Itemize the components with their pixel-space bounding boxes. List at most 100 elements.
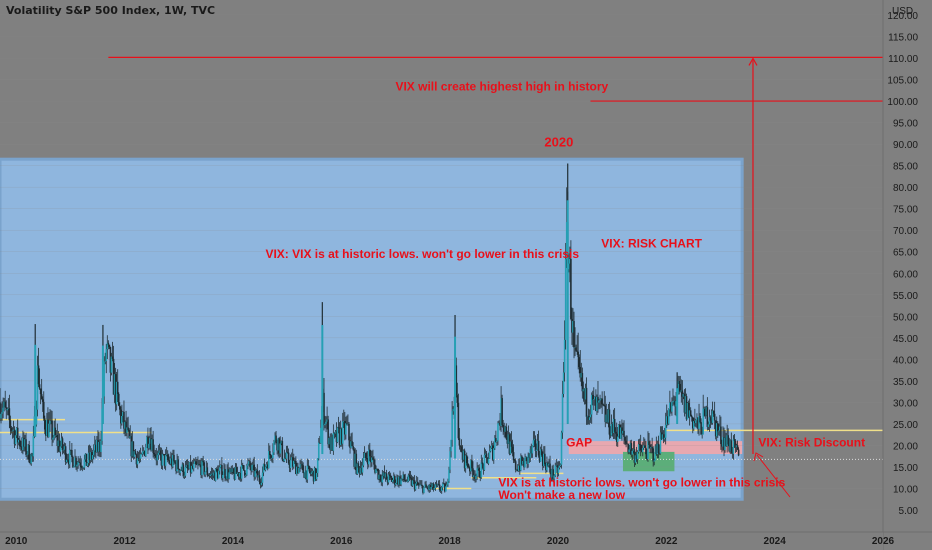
discount-arrow-head: [753, 452, 764, 462]
candle-body: [675, 401, 677, 407]
candle-body: [315, 473, 318, 480]
candle-body: [590, 394, 593, 415]
candle-body: [437, 484, 440, 486]
candle-body: [248, 461, 250, 465]
candle-body: [574, 347, 576, 349]
x-tick-label: 2024: [764, 536, 787, 547]
candle-body: [655, 445, 658, 455]
candle-body: [495, 438, 497, 442]
candle-body: [597, 396, 599, 403]
candle-body: [648, 441, 650, 445]
candle-body: [576, 350, 578, 352]
candle-body: [180, 470, 183, 471]
candle-body: [379, 474, 382, 481]
candle-body: [138, 458, 141, 460]
candle-body: [506, 437, 509, 444]
candle-body: [609, 434, 612, 436]
y-tick-label: 90.00: [893, 140, 918, 151]
candle-body: [671, 402, 673, 412]
candle-body: [156, 455, 159, 461]
candle-body: [728, 444, 731, 452]
candle-body: [494, 438, 496, 449]
candle-body: [470, 460, 472, 472]
candle-body: [323, 392, 325, 426]
candle-body: [294, 460, 296, 462]
candle-body: [9, 420, 12, 428]
candle-body: [560, 432, 563, 465]
candle-body: [424, 484, 426, 488]
candle-body: [469, 467, 471, 472]
candle-body: [333, 433, 336, 434]
candle-body: [244, 470, 246, 476]
candle-body: [547, 463, 549, 466]
candle-body: [111, 356, 114, 359]
candle-body: [366, 459, 369, 465]
candle-body: [365, 457, 368, 460]
candle-body: [114, 374, 117, 405]
candle-body: [517, 465, 520, 471]
candle-body: [27, 445, 29, 455]
candle-body: [327, 419, 329, 445]
candle-body: [399, 476, 401, 485]
candle-body: [653, 460, 656, 462]
candle-body: [604, 405, 607, 423]
candle-body: [612, 418, 615, 433]
candle-body: [731, 451, 734, 454]
candle-body: [488, 451, 491, 459]
candle-body: [191, 465, 194, 469]
candle-body: [714, 420, 717, 437]
candle-body: [234, 467, 237, 480]
candle-body: [353, 449, 356, 467]
candle-body: [467, 467, 470, 468]
candle-body: [501, 398, 503, 425]
candle-body: [250, 467, 252, 471]
candle-body: [503, 427, 506, 432]
price-axis-panel[interactable]: [883, 0, 932, 532]
candle-body: [527, 454, 529, 464]
candle-body: [620, 427, 622, 439]
candle-body: [203, 462, 205, 475]
candle-body: [308, 466, 311, 472]
candle-body: [295, 461, 297, 475]
candle-body: [296, 466, 298, 475]
candle-body: [395, 482, 397, 485]
candle-body: [516, 469, 519, 471]
x-tick-label: 2018: [439, 536, 462, 547]
candle-body: [96, 439, 98, 453]
candle-body: [557, 467, 560, 474]
candle-body: [439, 490, 442, 491]
candle-body: [521, 456, 523, 465]
candle-body: [375, 468, 377, 473]
candle-body: [68, 449, 71, 465]
candle-body: [463, 450, 466, 469]
candle-body: [584, 387, 587, 400]
candle-body: [45, 429, 47, 436]
candle-body: [220, 464, 222, 468]
candle-body: [356, 463, 359, 474]
candle-body: [371, 457, 373, 463]
candle-body: [23, 437, 25, 447]
candle-body: [664, 424, 667, 438]
candle-body: [476, 468, 478, 476]
candle-body: [10, 427, 13, 432]
candle-body: [196, 464, 198, 466]
candle-body: [486, 457, 489, 464]
candle-body: [332, 433, 335, 451]
candle-body: [65, 459, 68, 462]
candle-body: [269, 451, 271, 456]
candle-body: [171, 458, 173, 467]
candle-body: [161, 454, 164, 466]
candle-body: [512, 452, 515, 461]
time-axis-panel[interactable]: [0, 532, 883, 550]
candle-body: [307, 465, 310, 467]
y-tick-label: 40.00: [893, 355, 918, 366]
candle-body: [288, 463, 291, 469]
chart-annotation: VIX is at historic lows. won't go lower …: [498, 475, 785, 489]
candle-body: [355, 453, 358, 474]
candle-body: [695, 420, 697, 424]
candle-body: [259, 481, 262, 485]
candle-body: [460, 446, 463, 453]
candle-body: [598, 400, 600, 403]
candle-body: [544, 453, 546, 465]
